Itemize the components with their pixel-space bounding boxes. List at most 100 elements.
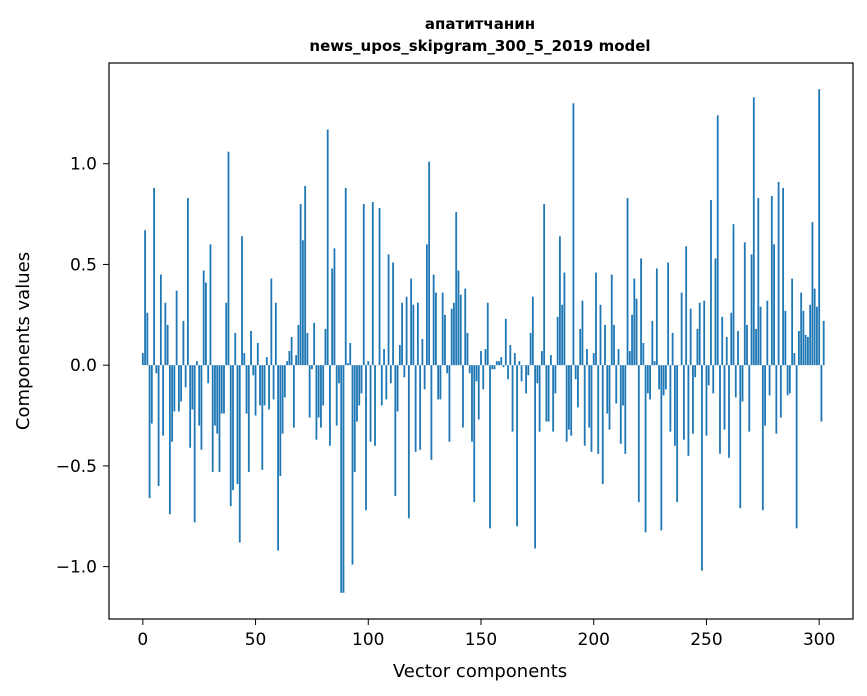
bar-126 [425,244,428,366]
bar-49 [252,365,255,376]
bar-227 [653,361,656,366]
bar-68 [295,355,298,366]
bars-layer [141,89,825,593]
bar-129 [432,274,435,366]
bar-296 [809,304,812,366]
bar-240 [683,365,685,440]
x-tick-label: 100 [352,630,384,650]
bar-99 [365,365,367,511]
bar-50 [254,365,257,416]
bar-222 [642,343,645,366]
bar-267 [743,242,746,366]
bar-193 [577,365,579,408]
bar-182 [552,365,555,432]
bar-63 [283,365,286,398]
bar-285 [784,310,787,366]
bar-272 [755,328,757,366]
bar-111 [392,262,394,366]
bar-39 [229,365,232,507]
bar-208 [610,274,613,366]
bar-179 [545,365,548,422]
y-tick-label: −1.0 [56,558,97,578]
bar-114 [398,345,401,366]
bar-76 [313,322,316,366]
bar-189 [568,365,570,430]
bar-197 [586,349,588,366]
bar-61 [279,365,282,476]
bar-73 [306,332,309,366]
bar-82 [326,129,329,366]
bar-265 [739,365,742,509]
bar-100 [367,361,370,366]
bar-178 [543,204,546,366]
bar-60 [277,365,279,551]
bar-41 [234,332,237,366]
bar-149 [477,365,480,420]
bar-7 [157,365,160,487]
bar-171 [527,365,530,376]
bar-288 [791,278,794,366]
bar-207 [608,365,611,430]
bar-289 [793,353,796,366]
bar-130 [435,292,437,366]
bar-239 [680,292,683,366]
bar-229 [658,365,661,390]
bar-258 [723,365,726,430]
bar-262 [732,224,735,366]
bar-153 [486,302,489,366]
bar-198 [588,365,591,428]
bar-256 [719,365,721,454]
bar-246 [696,328,699,366]
bar-57 [270,278,273,366]
x-tick-label: 300 [803,630,835,650]
bar-221 [640,258,642,366]
bar-236 [673,365,676,446]
bar-83 [329,365,331,446]
bar-37 [225,302,228,366]
bar-137 [450,308,453,366]
bar-141 [459,294,462,366]
bar-10 [164,302,167,366]
bar-156 [493,365,496,370]
bar-96 [358,365,361,406]
bar-181 [549,355,552,366]
bar-145 [468,365,471,374]
bar-200 [592,353,595,366]
bar-274 [759,306,762,366]
bar-44 [241,236,243,366]
bar-168 [520,365,523,382]
bar-286 [786,365,789,396]
bar-260 [728,365,730,458]
bar-38 [227,151,230,366]
bar-224 [646,365,649,394]
bar-209 [613,324,615,366]
bar-123 [419,365,422,450]
bar-249 [703,300,706,366]
bar-21 [189,365,192,448]
bar-23 [193,365,196,523]
x-tick-label: 250 [690,630,722,650]
bar-122 [416,302,419,366]
bar-91 [347,363,349,366]
bar-185 [559,236,561,366]
bar-299 [816,306,818,366]
x-tick-label: 50 [245,630,267,650]
bar-13 [171,365,174,442]
bar-67 [292,365,295,428]
bar-24 [196,361,198,366]
bar-301 [820,365,823,422]
bar-147 [473,365,476,503]
bar-290 [795,365,798,529]
bar-233 [667,262,670,366]
bar-257 [721,316,724,366]
bar-191 [572,103,575,366]
bar-298 [813,288,816,366]
bar-107 [383,349,385,366]
bar-86 [335,365,338,426]
bar-282 [777,181,780,366]
bar-70 [299,204,302,366]
y-tick-label: −0.5 [56,457,97,477]
bar-59 [274,302,277,366]
bar-150 [480,351,482,366]
bar-234 [669,365,672,432]
